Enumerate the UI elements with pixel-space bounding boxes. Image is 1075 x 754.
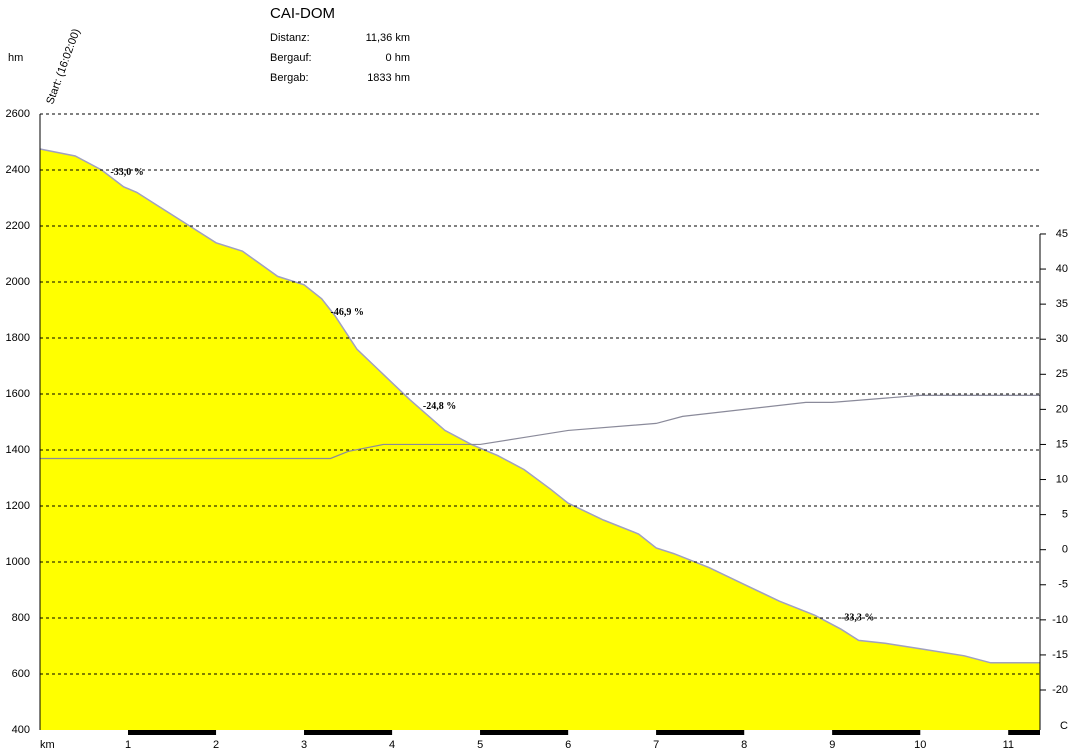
y2-tick-label: 20 bbox=[1056, 403, 1068, 415]
x-tick-label: 6 bbox=[565, 739, 571, 751]
start-label: Start: (16:02:00) bbox=[44, 27, 82, 106]
km-bar bbox=[480, 730, 569, 735]
info-value: 0 hm bbox=[386, 52, 410, 64]
km-bar bbox=[392, 730, 481, 735]
x-tick-label: 2 bbox=[213, 739, 219, 751]
x-tick-label: 8 bbox=[741, 739, 747, 751]
km-bar bbox=[744, 730, 833, 735]
y2-tick-label: -20 bbox=[1052, 684, 1068, 696]
y2-tick-label: -15 bbox=[1052, 649, 1068, 661]
x-tick-label: 4 bbox=[389, 739, 395, 751]
y2-tick-label: 5 bbox=[1062, 509, 1068, 521]
y-tick-label: 2200 bbox=[6, 220, 30, 232]
km-bar bbox=[568, 730, 657, 735]
info-value: 1833 hm bbox=[367, 72, 410, 84]
y2-tick-label: 30 bbox=[1056, 333, 1068, 345]
y-tick-label: 2400 bbox=[6, 164, 30, 176]
km-bar bbox=[216, 730, 305, 735]
km-bar bbox=[304, 730, 393, 735]
x-tick-label: 9 bbox=[829, 739, 835, 751]
y2-tick-label: 35 bbox=[1056, 298, 1068, 310]
x-tick-label: 11 bbox=[1003, 739, 1014, 751]
y-tick-label: 1000 bbox=[6, 556, 30, 568]
x-tick-label: 1 bbox=[125, 739, 131, 751]
y-tick-label: 400 bbox=[12, 724, 30, 736]
info-value: 11,36 km bbox=[366, 32, 410, 44]
km-bar bbox=[40, 730, 129, 735]
km-bar bbox=[920, 730, 1009, 735]
y2-tick-label: 45 bbox=[1056, 228, 1068, 240]
info-label: Bergauf: bbox=[270, 52, 312, 64]
y2-tick-label: -10 bbox=[1052, 614, 1068, 626]
info-label: Bergab: bbox=[270, 72, 309, 84]
y2-tick-label: 0 bbox=[1062, 544, 1068, 556]
y-tick-label: 600 bbox=[12, 668, 30, 680]
slope-annotation: -46,9 % bbox=[330, 307, 363, 318]
y-tick-label: 1600 bbox=[6, 388, 30, 400]
x-tick-label: 10 bbox=[914, 739, 926, 751]
km-bar bbox=[1008, 730, 1040, 735]
km-bar bbox=[832, 730, 921, 735]
y2-tick-label: 40 bbox=[1056, 263, 1068, 275]
x-axis-label: km bbox=[40, 739, 55, 751]
y2-tick-label: 25 bbox=[1056, 368, 1068, 380]
slope-annotation: -24,8 % bbox=[423, 401, 456, 412]
y2-tick-label: 15 bbox=[1056, 438, 1068, 450]
x-tick-label: 3 bbox=[301, 739, 307, 751]
y-tick-label: 2000 bbox=[6, 276, 30, 288]
x-tick-label: 5 bbox=[477, 739, 483, 751]
slope-annotation: -33,3 % bbox=[841, 612, 874, 623]
km-bar bbox=[656, 730, 745, 735]
slope-annotation: -33,0 % bbox=[110, 167, 143, 178]
info-label: Distanz: bbox=[270, 32, 310, 44]
chart-title: CAI-DOM bbox=[270, 5, 335, 22]
y-tick-label: 2600 bbox=[6, 108, 30, 120]
elevation-outline bbox=[39, 148, 1040, 664]
y2-axis-label: C bbox=[1060, 720, 1068, 732]
y2-tick-label: -5 bbox=[1058, 579, 1068, 591]
y-tick-label: 800 bbox=[12, 612, 30, 624]
y-tick-label: 1400 bbox=[6, 444, 30, 456]
temperature-line bbox=[40, 394, 1040, 460]
y-axis-label: hm bbox=[8, 52, 23, 64]
y-tick-label: 1800 bbox=[6, 332, 30, 344]
x-tick-label: 7 bbox=[653, 739, 659, 751]
y2-tick-label: 10 bbox=[1056, 473, 1068, 485]
y-tick-label: 1200 bbox=[6, 500, 30, 512]
elevation-area bbox=[40, 149, 1040, 730]
km-bar bbox=[128, 730, 217, 735]
